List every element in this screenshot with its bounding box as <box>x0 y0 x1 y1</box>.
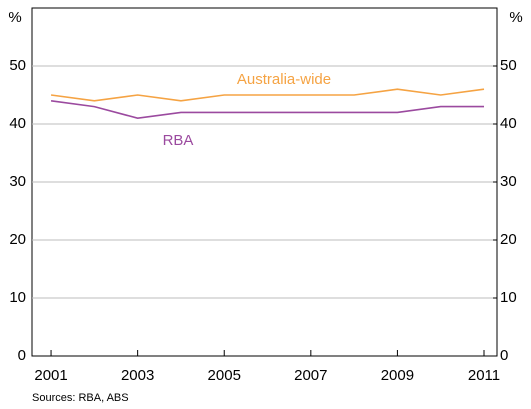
y2-axis-unit: % <box>509 9 522 26</box>
y2-tick-label: 0 <box>500 347 508 364</box>
source-note: Sources: RBA, ABS <box>32 392 129 404</box>
x-tick-label: 2001 <box>34 367 67 384</box>
y-tick-label: 20 <box>9 231 26 248</box>
x-tick-label: 2005 <box>208 367 241 384</box>
series-label: Australia-wide <box>237 71 331 88</box>
series-line <box>50 88 485 102</box>
y-axis-unit: % <box>8 9 21 26</box>
x-tick-label: 2007 <box>294 367 327 384</box>
y2-tick-label: 20 <box>500 231 517 248</box>
y-tick-label: 30 <box>9 173 26 190</box>
y2-tick-label: 50 <box>500 57 517 74</box>
x-tick-label: 2011 <box>468 367 500 384</box>
y2-tick-label: 10 <box>500 289 517 306</box>
x-tick-label: 2009 <box>381 367 414 384</box>
y2-tick-label: 40 <box>500 115 517 132</box>
y-tick-label: 0 <box>18 347 26 364</box>
y-tick-label: 40 <box>9 115 26 132</box>
x-tick-label: 2003 <box>121 367 154 384</box>
series-label: RBA <box>163 132 194 149</box>
y-tick-label: 50 <box>9 57 26 74</box>
y-tick-label: 10 <box>9 289 26 306</box>
series-line <box>50 100 485 120</box>
y2-tick-label: 30 <box>500 173 517 190</box>
